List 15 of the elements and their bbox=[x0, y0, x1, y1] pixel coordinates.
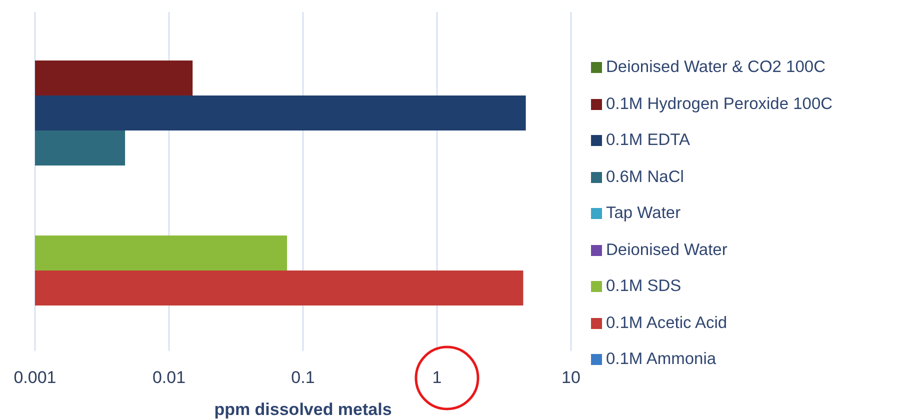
x-axis-title: ppm dissolved metals bbox=[214, 400, 392, 419]
x-tick-label: 1 bbox=[432, 368, 442, 388]
legend-label: Deionised Water bbox=[606, 240, 728, 259]
legend-label: Tap Water bbox=[606, 204, 681, 222]
x-tick-label: 0.001 bbox=[14, 368, 56, 388]
x-tick-label: 0.01 bbox=[152, 368, 186, 388]
x-tick-label: 0.1 bbox=[291, 368, 315, 388]
legend-label: 0.1M Acetic Acid bbox=[606, 314, 728, 332]
legend-label: Deionised Water & CO2 100C bbox=[606, 58, 826, 76]
legend-label: 0.1M EDTA bbox=[606, 131, 690, 150]
x-tick-label: 10 bbox=[562, 368, 580, 388]
legend-label: 0.1M SDS bbox=[606, 277, 682, 296]
legend-label: 0.6M NaCl bbox=[606, 168, 684, 186]
legend-label: 0.1M Ammonia bbox=[606, 350, 716, 368]
legend-label: 0.1M Hydrogen Peroxide 100C bbox=[606, 94, 833, 113]
